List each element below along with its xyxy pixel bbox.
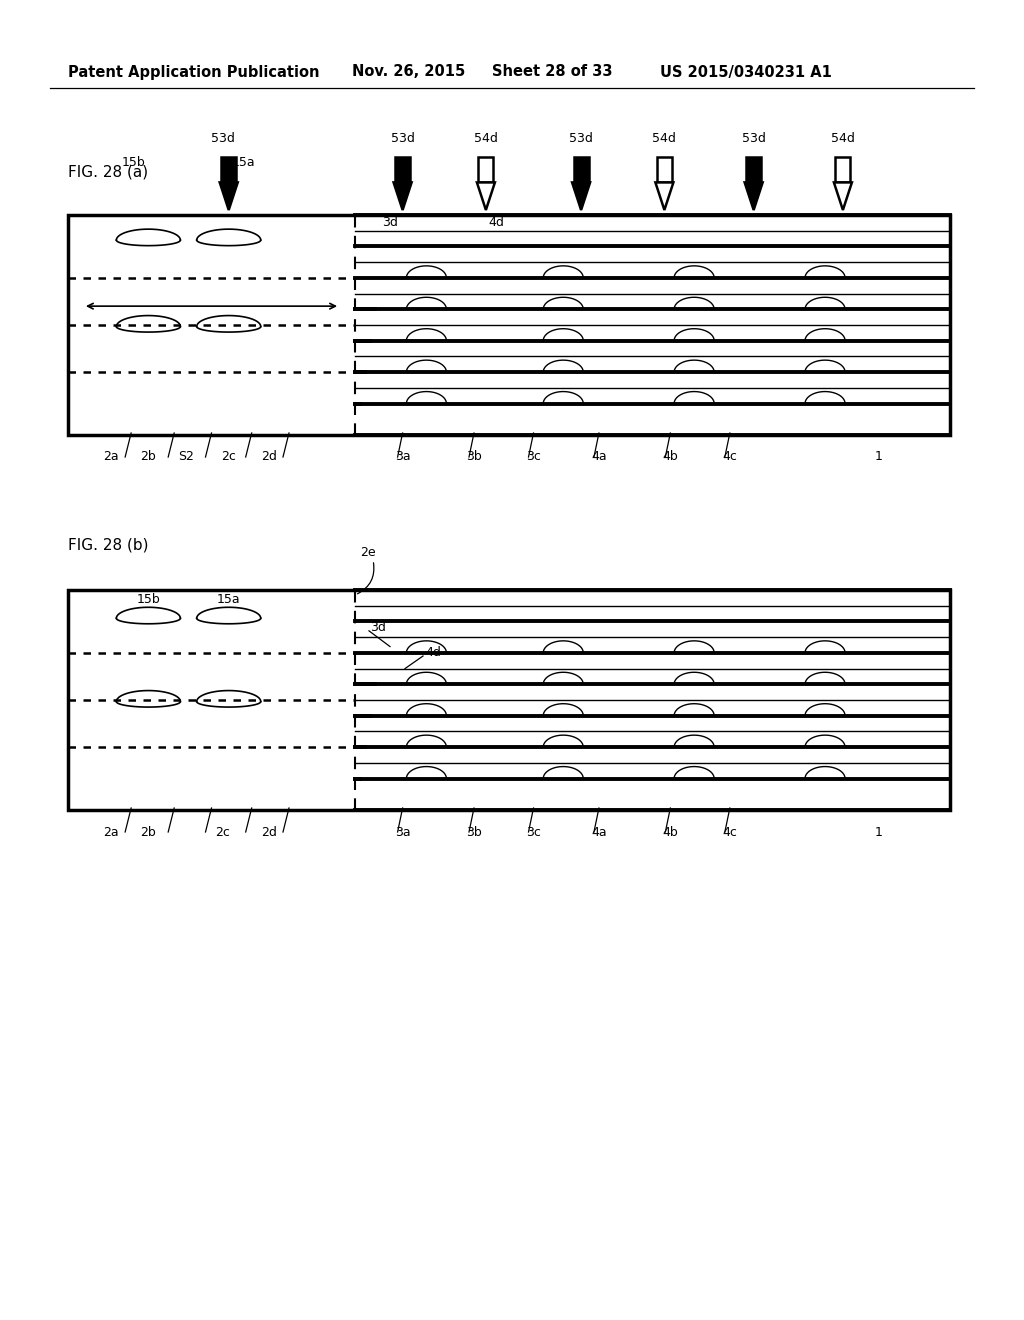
Text: 4a: 4a [591, 450, 607, 463]
Text: 54d: 54d [652, 132, 676, 145]
Text: 3a: 3a [395, 450, 411, 463]
Polygon shape [393, 182, 412, 210]
Polygon shape [744, 182, 763, 210]
Text: 2e: 2e [360, 545, 376, 558]
Polygon shape [836, 157, 851, 182]
Polygon shape [746, 157, 761, 182]
Polygon shape [221, 157, 237, 182]
Bar [68, 215, 950, 436]
Polygon shape [572, 182, 590, 210]
Text: 3c: 3c [526, 450, 541, 463]
Text: Nov. 26, 2015: Nov. 26, 2015 [352, 65, 465, 79]
Text: FIG. 28 (a): FIG. 28 (a) [68, 165, 148, 180]
Text: 15a: 15a [231, 156, 255, 169]
Polygon shape [478, 157, 494, 182]
Text: S2: S2 [178, 450, 194, 463]
Text: 3b: 3b [466, 450, 482, 463]
Text: Patent Application Publication: Patent Application Publication [68, 65, 319, 79]
Text: 3d: 3d [370, 622, 386, 634]
Text: FIG. 28 (b): FIG. 28 (b) [68, 537, 148, 553]
Text: 53d: 53d [211, 132, 234, 145]
Polygon shape [655, 182, 674, 210]
Text: 3c: 3c [526, 825, 541, 838]
Text: 4b: 4b [663, 825, 678, 838]
Text: 3a: 3a [395, 825, 411, 838]
Text: 4a: 4a [591, 825, 607, 838]
Text: 3b: 3b [466, 825, 482, 838]
Text: 2b: 2b [140, 825, 157, 838]
Text: 53d: 53d [569, 132, 593, 145]
Text: 4d: 4d [487, 215, 504, 228]
Polygon shape [573, 157, 589, 182]
Text: 1: 1 [874, 825, 883, 838]
Text: 2c: 2c [215, 825, 230, 838]
Text: 1: 1 [874, 450, 883, 463]
Text: 2d: 2d [261, 450, 276, 463]
Text: 2b: 2b [140, 450, 157, 463]
Polygon shape [220, 182, 238, 210]
Text: 2a: 2a [103, 825, 119, 838]
Polygon shape [395, 157, 411, 182]
Text: 4c: 4c [722, 825, 737, 838]
Text: Sheet 28 of 33: Sheet 28 of 33 [492, 65, 612, 79]
Polygon shape [477, 182, 495, 210]
Text: 2d: 2d [261, 825, 276, 838]
Text: 2a: 2a [103, 450, 119, 463]
Polygon shape [656, 157, 672, 182]
Text: US 2015/0340231 A1: US 2015/0340231 A1 [660, 65, 831, 79]
Text: 53d: 53d [741, 132, 766, 145]
Text: 15b: 15b [122, 156, 145, 169]
Text: 2c: 2c [221, 450, 237, 463]
Polygon shape [834, 182, 852, 210]
Text: 4c: 4c [722, 450, 737, 463]
Text: 54d: 54d [830, 132, 855, 145]
Text: 4d: 4d [425, 647, 441, 660]
Text: 54d: 54d [474, 132, 498, 145]
Text: 4b: 4b [663, 450, 678, 463]
Text: 3d: 3d [382, 215, 397, 228]
Text: 15a: 15a [217, 593, 241, 606]
Bar [68, 590, 950, 810]
Text: 15b: 15b [136, 593, 160, 606]
Text: 53d: 53d [391, 132, 415, 145]
